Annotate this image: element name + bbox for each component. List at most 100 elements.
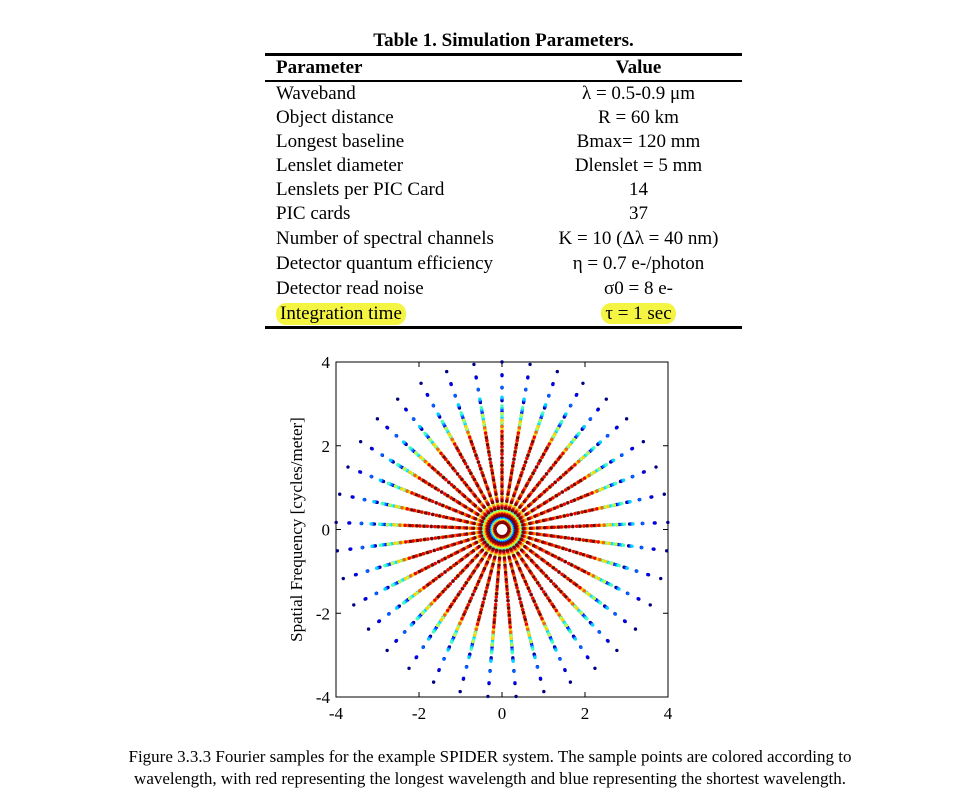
sample-point [591, 574, 596, 578]
sample-point [578, 552, 583, 556]
sample-point [533, 655, 537, 660]
sample-point [443, 492, 447, 496]
sample-point [577, 431, 581, 436]
sample-point [461, 569, 465, 573]
sample-point [439, 546, 443, 551]
sample-point [546, 509, 550, 513]
sample-point [585, 655, 590, 659]
sample-point [500, 418, 504, 422]
sample-point [500, 452, 504, 456]
sample-point [516, 513, 520, 518]
sample-point [431, 403, 435, 408]
sample-point [569, 563, 574, 567]
sample-point [542, 621, 546, 626]
sample-point [488, 545, 492, 549]
sample-point [590, 508, 594, 512]
sample-point [557, 492, 561, 496]
sample-point [523, 617, 527, 622]
sample-point [482, 597, 486, 601]
sample-point [422, 586, 426, 590]
sample-point [490, 643, 494, 647]
sample-point [456, 593, 461, 597]
sample-point [476, 512, 480, 517]
sample-point [437, 574, 441, 579]
sample-point [573, 511, 577, 516]
sample-point [510, 509, 515, 513]
sample-point [453, 469, 457, 473]
sample-point [444, 426, 448, 430]
sample-point [479, 526, 483, 531]
sample-point [509, 547, 513, 551]
sample-point [630, 544, 634, 548]
sample-point [608, 523, 612, 527]
sample-point [507, 610, 511, 614]
sample-point [526, 376, 530, 380]
sample-point [480, 519, 484, 524]
sample-point [588, 417, 593, 421]
y-tick-label: 4 [322, 353, 331, 372]
sample-point [486, 502, 490, 507]
sample-point [449, 640, 454, 644]
sample-point [500, 426, 504, 431]
sample-point [396, 559, 401, 564]
sample-point [531, 440, 535, 444]
sample-point [417, 424, 422, 429]
sample-point [444, 369, 449, 374]
sample-point [534, 553, 538, 557]
sample-point [341, 576, 345, 581]
sample-point [446, 568, 450, 572]
sample-point [560, 419, 564, 424]
sample-point [576, 566, 580, 570]
sample-point [480, 557, 484, 561]
sample-point [473, 536, 477, 540]
table-row: Detector read noise σ0 = 8 e- [265, 278, 742, 302]
sample-point [544, 472, 549, 476]
sample-point [482, 420, 486, 424]
sample-point [457, 489, 462, 494]
sample-point [474, 586, 478, 590]
sample-point [603, 559, 608, 564]
sample-point [352, 603, 356, 607]
sample-point [545, 446, 549, 450]
sample-point [451, 579, 455, 583]
sample-point [492, 617, 497, 622]
sample-point [360, 545, 364, 550]
sample-point [407, 556, 411, 560]
sample-point [556, 426, 560, 430]
sample-point [568, 442, 572, 447]
sample-point [511, 569, 515, 573]
sample-point [528, 549, 533, 553]
sample-point [480, 413, 485, 417]
sample-point [664, 549, 669, 553]
sample-point [441, 475, 446, 480]
sample-point [508, 478, 513, 482]
sample-point [534, 465, 539, 469]
sample-point [536, 581, 540, 585]
sample-point [554, 494, 559, 498]
sample-point [385, 426, 390, 430]
sample-point [471, 549, 476, 553]
sample-point [604, 397, 608, 401]
sample-point [460, 455, 464, 459]
sample-point [424, 496, 428, 501]
sample-point [596, 540, 600, 544]
sample-point [578, 586, 582, 590]
sample-point [558, 657, 562, 661]
sample-point [375, 417, 380, 421]
sample-point [463, 462, 468, 466]
sample-point [564, 525, 568, 529]
sample-point [475, 582, 480, 587]
sample-point [515, 436, 520, 440]
sample-point [434, 513, 439, 517]
sample-point [473, 633, 477, 637]
sample-point [482, 505, 486, 509]
sample-point [459, 411, 463, 415]
sample-point [489, 509, 494, 513]
sample-point [578, 524, 582, 528]
sample-point [556, 478, 560, 482]
sample-point [568, 680, 573, 684]
sample-point [474, 453, 478, 457]
sample-point [502, 513, 507, 518]
sample-point [527, 589, 532, 593]
sample-point [420, 611, 425, 615]
